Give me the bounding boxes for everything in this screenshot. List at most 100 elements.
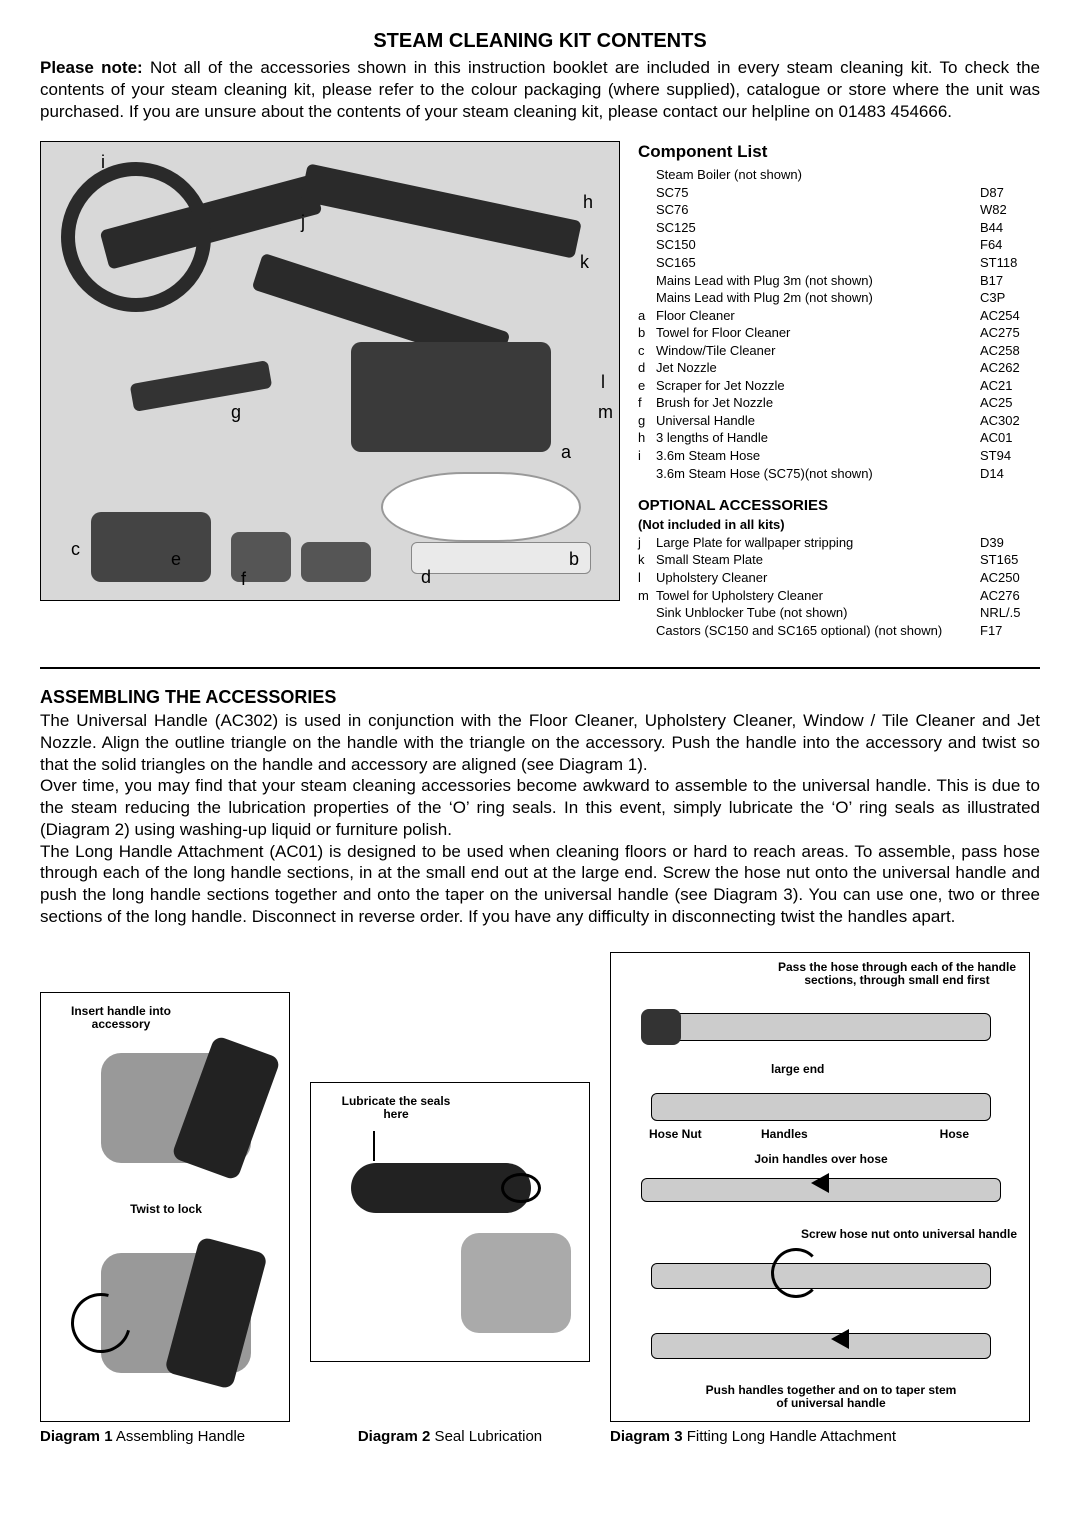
optional-accessories-title: OPTIONAL ACCESSORIES [638, 496, 1040, 516]
component-row: bTowel for Floor CleanerAC275 [638, 324, 1040, 342]
photo-label-l: l [601, 372, 605, 393]
component-row: cWindow/Tile CleanerAC258 [638, 342, 1040, 360]
component-code: F64 [980, 236, 1040, 254]
component-row: mTowel for Upholstery CleanerAC276 [638, 587, 1040, 605]
component-row: SC150F64 [638, 236, 1040, 254]
component-code: NRL/.5 [980, 604, 1040, 622]
component-code: ST118 [980, 254, 1040, 272]
diag3-l3: Hose Nut [649, 1128, 702, 1141]
diagram-3-caption: Diagram 3 Fitting Long Handle Attachment [610, 1428, 1030, 1445]
component-code: D87 [980, 184, 1040, 202]
component-row: jLarge Plate for wallpaper strippingD39 [638, 534, 1040, 552]
diag2-caption-bold: Diagram 2 [358, 1428, 431, 1445]
component-code: W82 [980, 201, 1040, 219]
component-code: D39 [980, 534, 1040, 552]
component-key [638, 604, 656, 622]
component-key: h [638, 429, 656, 447]
component-key: k [638, 551, 656, 569]
component-row: SC125B44 [638, 219, 1040, 237]
photo-label-b: b [569, 549, 579, 570]
component-row: Mains Lead with Plug 2m (not shown)C3P [638, 289, 1040, 307]
component-row: lUpholstery CleanerAC250 [638, 569, 1040, 587]
component-code: ST94 [980, 447, 1040, 465]
photo-label-j: j [301, 212, 305, 233]
component-row: eScraper for Jet NozzleAC21 [638, 377, 1040, 395]
diag1-caption-text: Assembling Handle [113, 1428, 246, 1445]
component-key [638, 465, 656, 483]
component-key [638, 201, 656, 219]
photo-label-m: m [598, 402, 613, 423]
photo-label-a: a [561, 442, 571, 463]
component-name: Towel for Upholstery Cleaner [656, 587, 980, 605]
component-code: AC302 [980, 412, 1040, 430]
component-key: g [638, 412, 656, 430]
component-row: i3.6m Steam HoseST94 [638, 447, 1040, 465]
component-list: Component List Steam Boiler (not shown) S… [638, 141, 1040, 639]
diagram-3: Pass the hose through each of the handle… [610, 952, 1030, 1422]
component-code: AC262 [980, 359, 1040, 377]
component-code: B17 [980, 272, 1040, 290]
assembling-heading: ASSEMBLING THE ACCESSORIES [40, 687, 1040, 708]
diag3-caption-bold: Diagram 3 [610, 1428, 683, 1445]
photo-label-c: c [71, 539, 80, 560]
component-code: ST165 [980, 551, 1040, 569]
component-code: AC254 [980, 307, 1040, 325]
intro-paragraph: Please note: Not all of the accessories … [40, 57, 1040, 123]
component-code: B44 [980, 219, 1040, 237]
component-name: Window/Tile Cleaner [656, 342, 980, 360]
diagrams-row: Insert handle into accessory Twist to lo… [40, 952, 1040, 1445]
component-key [638, 254, 656, 272]
component-code: AC21 [980, 377, 1040, 395]
top-row: i h j k l m g a c e f d b Component List… [40, 141, 1040, 639]
diag3-caption-text: Fitting Long Handle Attachment [683, 1428, 896, 1445]
diag3-l7: Screw hose nut onto universal handle [787, 1228, 1017, 1241]
component-name: Towel for Floor Cleaner [656, 324, 980, 342]
component-name: 3 lengths of Handle [656, 429, 980, 447]
diag3-l6: Join handles over hose [731, 1153, 911, 1166]
component-name: SC125 [656, 219, 980, 237]
component-key [638, 236, 656, 254]
component-row: h3 lengths of HandleAC01 [638, 429, 1040, 447]
diag1-label-bot: Twist to lock [111, 1203, 221, 1216]
diagram-2-caption: Diagram 2 Seal Lubrication [310, 1428, 590, 1445]
component-code: F17 [980, 622, 1040, 640]
intro-body: Not all of the accessories shown in this… [40, 58, 1040, 121]
section-divider [40, 667, 1040, 669]
diagram-1: Insert handle into accessory Twist to lo… [40, 992, 290, 1422]
component-row: Steam Boiler (not shown) [638, 166, 1040, 184]
component-row: Mains Lead with Plug 3m (not shown)B17 [638, 272, 1040, 290]
component-code: D14 [980, 465, 1040, 483]
component-name: Jet Nozzle [656, 359, 980, 377]
component-row: 3.6m Steam Hose (SC75)(not shown)D14 [638, 465, 1040, 483]
component-row: fBrush for Jet NozzleAC25 [638, 394, 1040, 412]
component-name: Mains Lead with Plug 2m (not shown) [656, 289, 980, 307]
diag3-l8: Push handles together and on to taper st… [701, 1384, 961, 1410]
photo-label-g: g [231, 402, 241, 423]
photo-label-i: i [101, 152, 105, 173]
component-key: e [638, 377, 656, 395]
kit-contents-photo: i h j k l m g a c e f d b [40, 141, 620, 601]
diag2-caption-text: Seal Lubrication [430, 1428, 542, 1445]
photo-label-h: h [583, 192, 593, 213]
component-name: Sink Unblocker Tube (not shown) [656, 604, 980, 622]
component-name: Small Steam Plate [656, 551, 980, 569]
photo-label-k: k [580, 252, 589, 273]
component-key [638, 219, 656, 237]
component-key [638, 272, 656, 290]
component-list-title: Component List [638, 141, 1040, 164]
component-key [638, 184, 656, 202]
component-row: kSmall Steam PlateST165 [638, 551, 1040, 569]
component-name: Universal Handle [656, 412, 980, 430]
component-key: l [638, 569, 656, 587]
component-code: AC276 [980, 587, 1040, 605]
component-row: dJet NozzleAC262 [638, 359, 1040, 377]
component-row: Castors (SC150 and SC165 optional) (not … [638, 622, 1040, 640]
component-name: SC76 [656, 201, 980, 219]
component-name: Steam Boiler (not shown) [656, 166, 980, 184]
component-row: gUniversal HandleAC302 [638, 412, 1040, 430]
component-code [980, 166, 1040, 184]
component-name: 3.6m Steam Hose [656, 447, 980, 465]
photo-label-f: f [241, 569, 246, 590]
component-code: AC258 [980, 342, 1040, 360]
diag3-l5: Hose [940, 1128, 969, 1141]
